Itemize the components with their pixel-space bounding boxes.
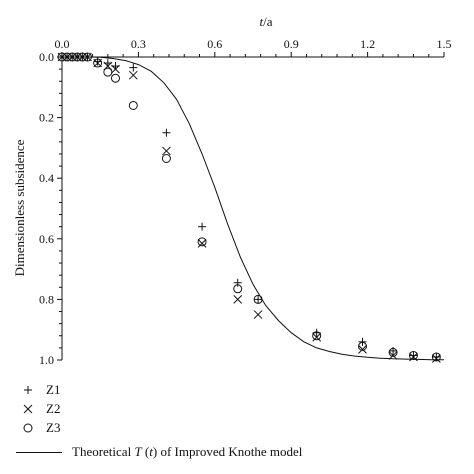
data-point-z3	[67, 52, 77, 62]
data-point-z3	[312, 331, 322, 341]
data-point-z3	[103, 67, 113, 77]
data-point-z2	[409, 352, 418, 362]
data-point-z3	[72, 52, 82, 62]
data-point-z1	[432, 352, 441, 361]
data-point-z3	[253, 294, 263, 304]
data-point-z2	[162, 146, 171, 156]
legend-curve-prefix: Theoretical	[72, 444, 135, 459]
data-point-z3	[431, 352, 441, 362]
model-curve-line	[62, 56, 444, 361]
x-tick-label: 0.9	[284, 37, 299, 51]
data-point-z1	[198, 222, 207, 231]
data-point-z3	[161, 154, 171, 164]
data-point-z3	[128, 100, 138, 110]
data-point-z3	[82, 52, 92, 62]
legend-item-z2: Z2	[16, 399, 60, 418]
y-tick-label: 0.2	[39, 111, 54, 125]
data-point-z2	[233, 295, 243, 304]
y-tick-label: 0.6	[39, 232, 54, 246]
x-axis-title: t/a	[259, 14, 272, 29]
data-point-z1	[129, 63, 138, 72]
data-point-z3	[408, 350, 418, 360]
x-tick-label: 0.6	[207, 37, 222, 51]
plus-marker-icon	[16, 382, 40, 398]
legend-label-model-curve: Theoretical T (t) of Improved Knothe mod…	[72, 444, 302, 460]
data-point-z2	[197, 238, 207, 248]
line-marker-icon	[16, 451, 62, 453]
data-point-z1	[162, 128, 171, 137]
x-axis-title-var: t	[259, 14, 263, 29]
data-point-z1	[233, 278, 242, 287]
data-point-z3	[77, 52, 87, 62]
data-point-z3	[93, 58, 103, 68]
chart-legend: Z1 Z2 Z3	[16, 380, 60, 437]
data-point-z2	[432, 354, 441, 363]
chart-axes	[61, 56, 444, 360]
data-point-z1	[254, 295, 263, 304]
data-point-z3	[62, 52, 72, 62]
legend-label-z2: Z2	[46, 400, 61, 416]
legend-item-z1: Z1	[16, 380, 60, 399]
y-tick-label: 0.0	[39, 50, 54, 64]
data-point-z2	[111, 64, 120, 74]
circle-marker-icon	[16, 420, 40, 436]
legend-curve-mid: (	[141, 444, 150, 459]
data-point-z1	[409, 351, 418, 360]
data-point-z2	[253, 310, 263, 319]
data-point-z1	[358, 337, 367, 346]
data-point-z2	[358, 345, 367, 354]
data-point-z3	[197, 237, 207, 247]
x-tick-label: 1.2	[360, 37, 375, 51]
y-tick-label: 0.4	[39, 171, 54, 185]
data-point-z2	[312, 332, 322, 342]
data-point-z3	[110, 73, 120, 83]
cross-marker-icon	[16, 401, 40, 417]
legend-label-z1: Z1	[46, 381, 61, 397]
x-tick-label: 0.3	[131, 37, 146, 51]
y-tick-label: 0.8	[39, 292, 54, 306]
legend-curve-symbol: T	[134, 444, 142, 459]
chart-ticks: 0.0 0.3 0.6 0.9 1.2 1.5 0.0 0.2 0.4 0.6 0.8 1.0	[39, 37, 452, 367]
data-point-z3	[358, 341, 368, 351]
model-curve-layer	[62, 56, 444, 361]
data-point-z3	[57, 52, 67, 62]
data-point-z3	[233, 284, 243, 294]
legend-curve-var: t	[149, 444, 153, 459]
x-tick-label: 1.5	[437, 37, 452, 51]
legend-curve-suffix: ) of Improved Knothe model	[152, 444, 303, 459]
x-axis-title-unit: /a	[263, 14, 273, 29]
legend-label-z3: Z3	[46, 419, 61, 435]
data-points-layer	[57, 52, 441, 363]
data-point-z3	[388, 347, 398, 357]
data-point-z2	[388, 351, 398, 360]
x-tick-label: 0.0	[55, 37, 70, 51]
y-tick-label: 1.0	[39, 353, 54, 367]
data-point-z2	[128, 70, 138, 80]
legend-item-z3: Z3	[16, 418, 60, 437]
legend-item-model-curve: Theoretical T (t) of Improved Knothe mod…	[16, 444, 302, 460]
y-axis-title: Dimensionless subsidence	[12, 139, 27, 276]
